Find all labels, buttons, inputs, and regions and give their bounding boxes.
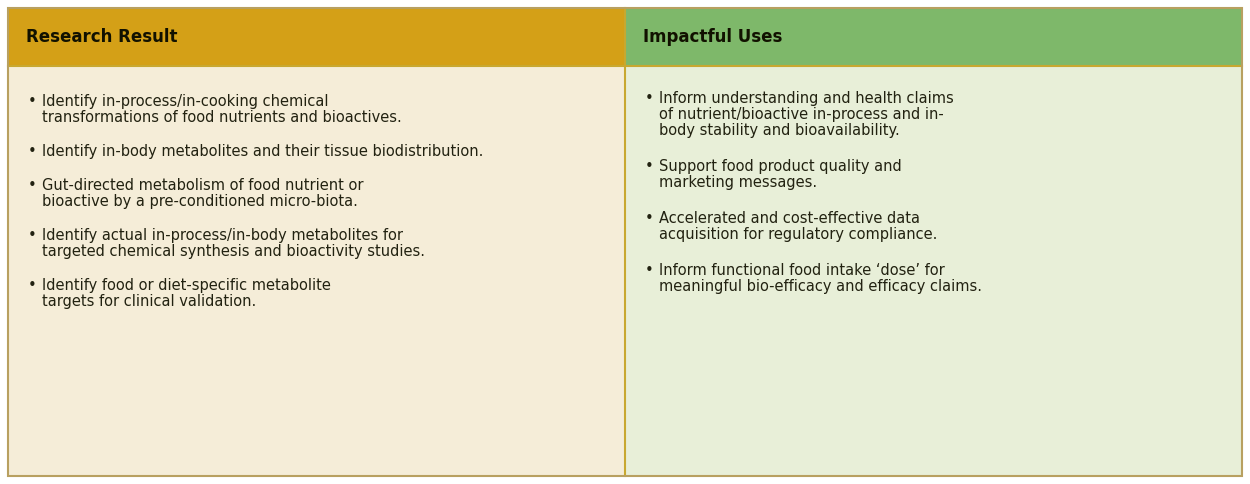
Bar [8, 8, 625, 66]
Bar [625, 8, 1242, 66]
Text: Gut-directed metabolism of food nutrient or: Gut-directed metabolism of food nutrient… [42, 178, 364, 193]
Text: bioactive by a pre-conditioned micro-biota.: bioactive by a pre-conditioned micro-bio… [42, 194, 358, 209]
Text: acquisition for regulatory compliance.: acquisition for regulatory compliance. [659, 227, 938, 242]
Text: meaningful bio-efficacy and efficacy claims.: meaningful bio-efficacy and efficacy cla… [659, 279, 982, 294]
Text: Research Result: Research Result [26, 28, 177, 46]
Text: Inform functional food intake ‘dose’ for: Inform functional food intake ‘dose’ for [659, 263, 945, 278]
Text: •: • [645, 263, 654, 278]
Text: Inform understanding and health claims: Inform understanding and health claims [659, 91, 954, 106]
Text: targets for clinical validation.: targets for clinical validation. [42, 294, 256, 309]
Text: Identify in-process/in-cooking chemical: Identify in-process/in-cooking chemical [42, 94, 329, 109]
Text: •: • [28, 178, 36, 193]
Text: targeted chemical synthesis and bioactivity studies.: targeted chemical synthesis and bioactiv… [42, 244, 425, 259]
Bar [625, 66, 1242, 476]
Text: •: • [645, 211, 654, 226]
Bar [8, 66, 625, 476]
Text: body stability and bioavailability.: body stability and bioavailability. [659, 123, 900, 138]
Text: Support food product quality and: Support food product quality and [659, 159, 901, 174]
Text: •: • [28, 228, 36, 243]
Text: Accelerated and cost-effective data: Accelerated and cost-effective data [659, 211, 920, 226]
Text: •: • [28, 94, 36, 109]
Text: Identify food or diet-specific metabolite: Identify food or diet-specific metabolit… [42, 278, 331, 293]
Text: •: • [28, 278, 36, 293]
Text: Identify actual in-process/in-body metabolites for: Identify actual in-process/in-body metab… [42, 228, 403, 243]
Text: transformations of food nutrients and bioactives.: transformations of food nutrients and bi… [42, 110, 401, 125]
Text: •: • [645, 159, 654, 174]
Text: •: • [28, 144, 36, 159]
Text: marketing messages.: marketing messages. [659, 175, 818, 190]
Text: •: • [645, 91, 654, 106]
Text: of nutrient/bioactive in-process and in-: of nutrient/bioactive in-process and in- [659, 107, 944, 122]
Text: Impactful Uses: Impactful Uses [642, 28, 782, 46]
Text: Identify in-body metabolites and their tissue biodistribution.: Identify in-body metabolites and their t… [42, 144, 484, 159]
